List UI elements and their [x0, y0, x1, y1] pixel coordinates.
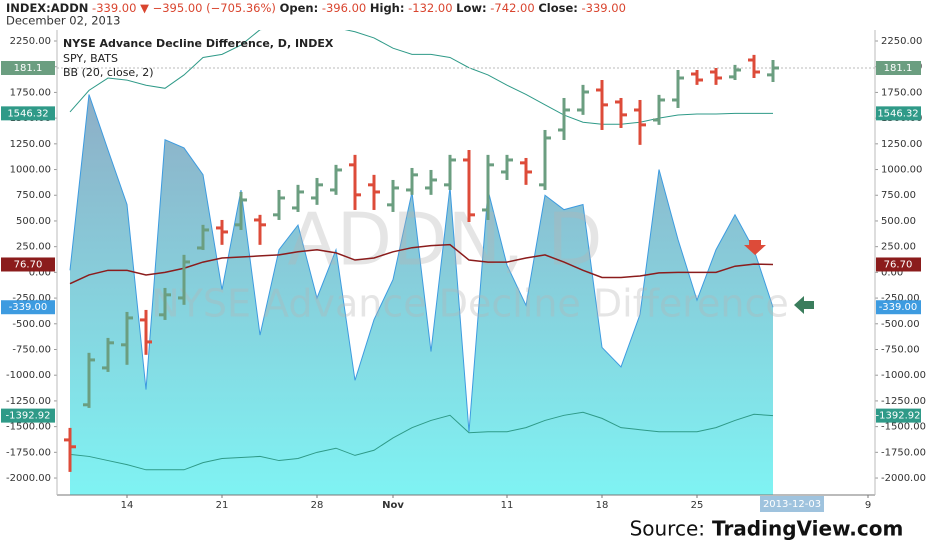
price-label: 1546.32 [7, 108, 48, 119]
left-arrow-icon [794, 296, 814, 314]
y-tick-label: -750.00 [12, 344, 51, 355]
price-label: -1392.92 [876, 411, 921, 422]
source-name: TradingView.com [712, 517, 903, 541]
y-tick-label: -250.00 [12, 293, 51, 304]
y-tick-label: 750.00 [881, 190, 916, 201]
legend-entry: NYSE Advance Decline Difference, D, INDE… [63, 37, 334, 50]
crosshair-date: 2013-12-03 [763, 499, 821, 510]
legend-entry: SPY, BATS [63, 52, 118, 65]
price-label-box [1, 257, 55, 272]
bb-basis [69, 243, 774, 285]
x-tick-label: 9 [865, 500, 871, 511]
price-label-box [876, 60, 921, 75]
x-tick-label: 28 [311, 500, 324, 511]
y-tick-label: 2250.00 [10, 36, 51, 47]
high-label: High: [370, 1, 405, 15]
price-label: 181.1 [14, 63, 43, 74]
price-label: -1392.92 [6, 411, 51, 422]
low-label: Low: [456, 1, 486, 15]
area-line [69, 94, 774, 432]
symbol: INDEX:ADDN [6, 1, 88, 15]
price-label: 76.70 [14, 259, 43, 270]
watermark: ADDN, D [287, 198, 602, 282]
down-arrow-icon [744, 240, 766, 255]
y-tick-label: 0.00 [881, 267, 903, 278]
price-label-box [1, 106, 55, 121]
price-label: 1546.32 [877, 108, 918, 119]
price-label-box [876, 300, 921, 315]
y-tick-label: -250.00 [881, 293, 920, 304]
y-tick-label: 2250.00 [881, 36, 922, 47]
y-tick-label: 750.00 [16, 190, 51, 201]
bb-lower [69, 411, 774, 471]
y-tick-label: -500.00 [12, 319, 51, 330]
x-tick-label: Nov [382, 500, 404, 511]
y-tick-label: -500.00 [881, 319, 920, 330]
y-tick-label: -1750.00 [881, 447, 926, 458]
quote-date: December 02, 2013 [6, 14, 121, 28]
change: −395.00 (−705.36%) [153, 1, 276, 15]
y-tick-label: 1750.00 [10, 87, 51, 98]
price-label: -339.00 [9, 302, 48, 313]
y-tick-label: 1000.00 [881, 165, 922, 176]
close-label: Close: [538, 1, 578, 15]
price-label-box [876, 408, 921, 423]
low: -742.00 [490, 1, 534, 15]
legend-entry: BB (20, close, 2) [63, 66, 154, 79]
crosshair-date-box [760, 496, 824, 512]
watermark: NYSE Advance Decline Difference [151, 282, 789, 326]
y-tick-label: 500.00 [881, 216, 916, 227]
price-label-box [876, 257, 921, 272]
price-label-box [1, 300, 55, 315]
y-tick-label: 500.00 [16, 216, 51, 227]
price-label: -339.00 [879, 302, 918, 313]
y-tick-label: -1250.00 [881, 396, 926, 407]
y-tick-label: -1250.00 [6, 396, 51, 407]
source-label: Source: [630, 517, 705, 541]
arrow: ▼ [140, 1, 149, 15]
y-tick-label: -1000.00 [881, 370, 926, 381]
y-tick-label: 250.00 [16, 242, 51, 253]
open: -396.00 [322, 1, 366, 15]
y-tick-label: 1000.00 [10, 165, 51, 176]
x-tick-label: 11 [501, 500, 514, 511]
y-tick-label: -1750.00 [6, 447, 51, 458]
y-tick-label: -2000.00 [881, 473, 926, 484]
price-label-box [876, 106, 921, 121]
y-tick-label: 1250.00 [881, 139, 922, 150]
open-label: Open: [280, 1, 319, 15]
area-fill [70, 94, 773, 495]
y-tick-label: -750.00 [881, 344, 920, 355]
y-tick-label: -2000.00 [6, 473, 51, 484]
quote-header: INDEX:ADDN -339.00 ▼ −395.00 (−705.36%) … [6, 1, 626, 15]
price-label: 181.1 [884, 63, 913, 74]
y-tick-label: -1000.00 [6, 370, 51, 381]
price-label-box [1, 408, 55, 423]
x-tick-label: 25 [691, 500, 704, 511]
x-tick-label: 14 [121, 500, 134, 511]
price-label-box [1, 60, 55, 75]
x-tick-label: 21 [216, 500, 229, 511]
y-tick-label: 1250.00 [10, 139, 51, 150]
x-tick-label: 18 [596, 500, 609, 511]
y-tick-label: 250.00 [881, 242, 916, 253]
y-tick-label: -1500.00 [6, 422, 51, 433]
last: -339.00 [92, 1, 136, 15]
y-tick-label: 0.00 [29, 267, 51, 278]
y-tick-label: -1500.00 [881, 422, 926, 433]
high: -132.00 [408, 1, 452, 15]
close: -339.00 [582, 1, 626, 15]
price-label: 76.70 [884, 259, 913, 270]
y-tick-label: 1750.00 [881, 87, 922, 98]
